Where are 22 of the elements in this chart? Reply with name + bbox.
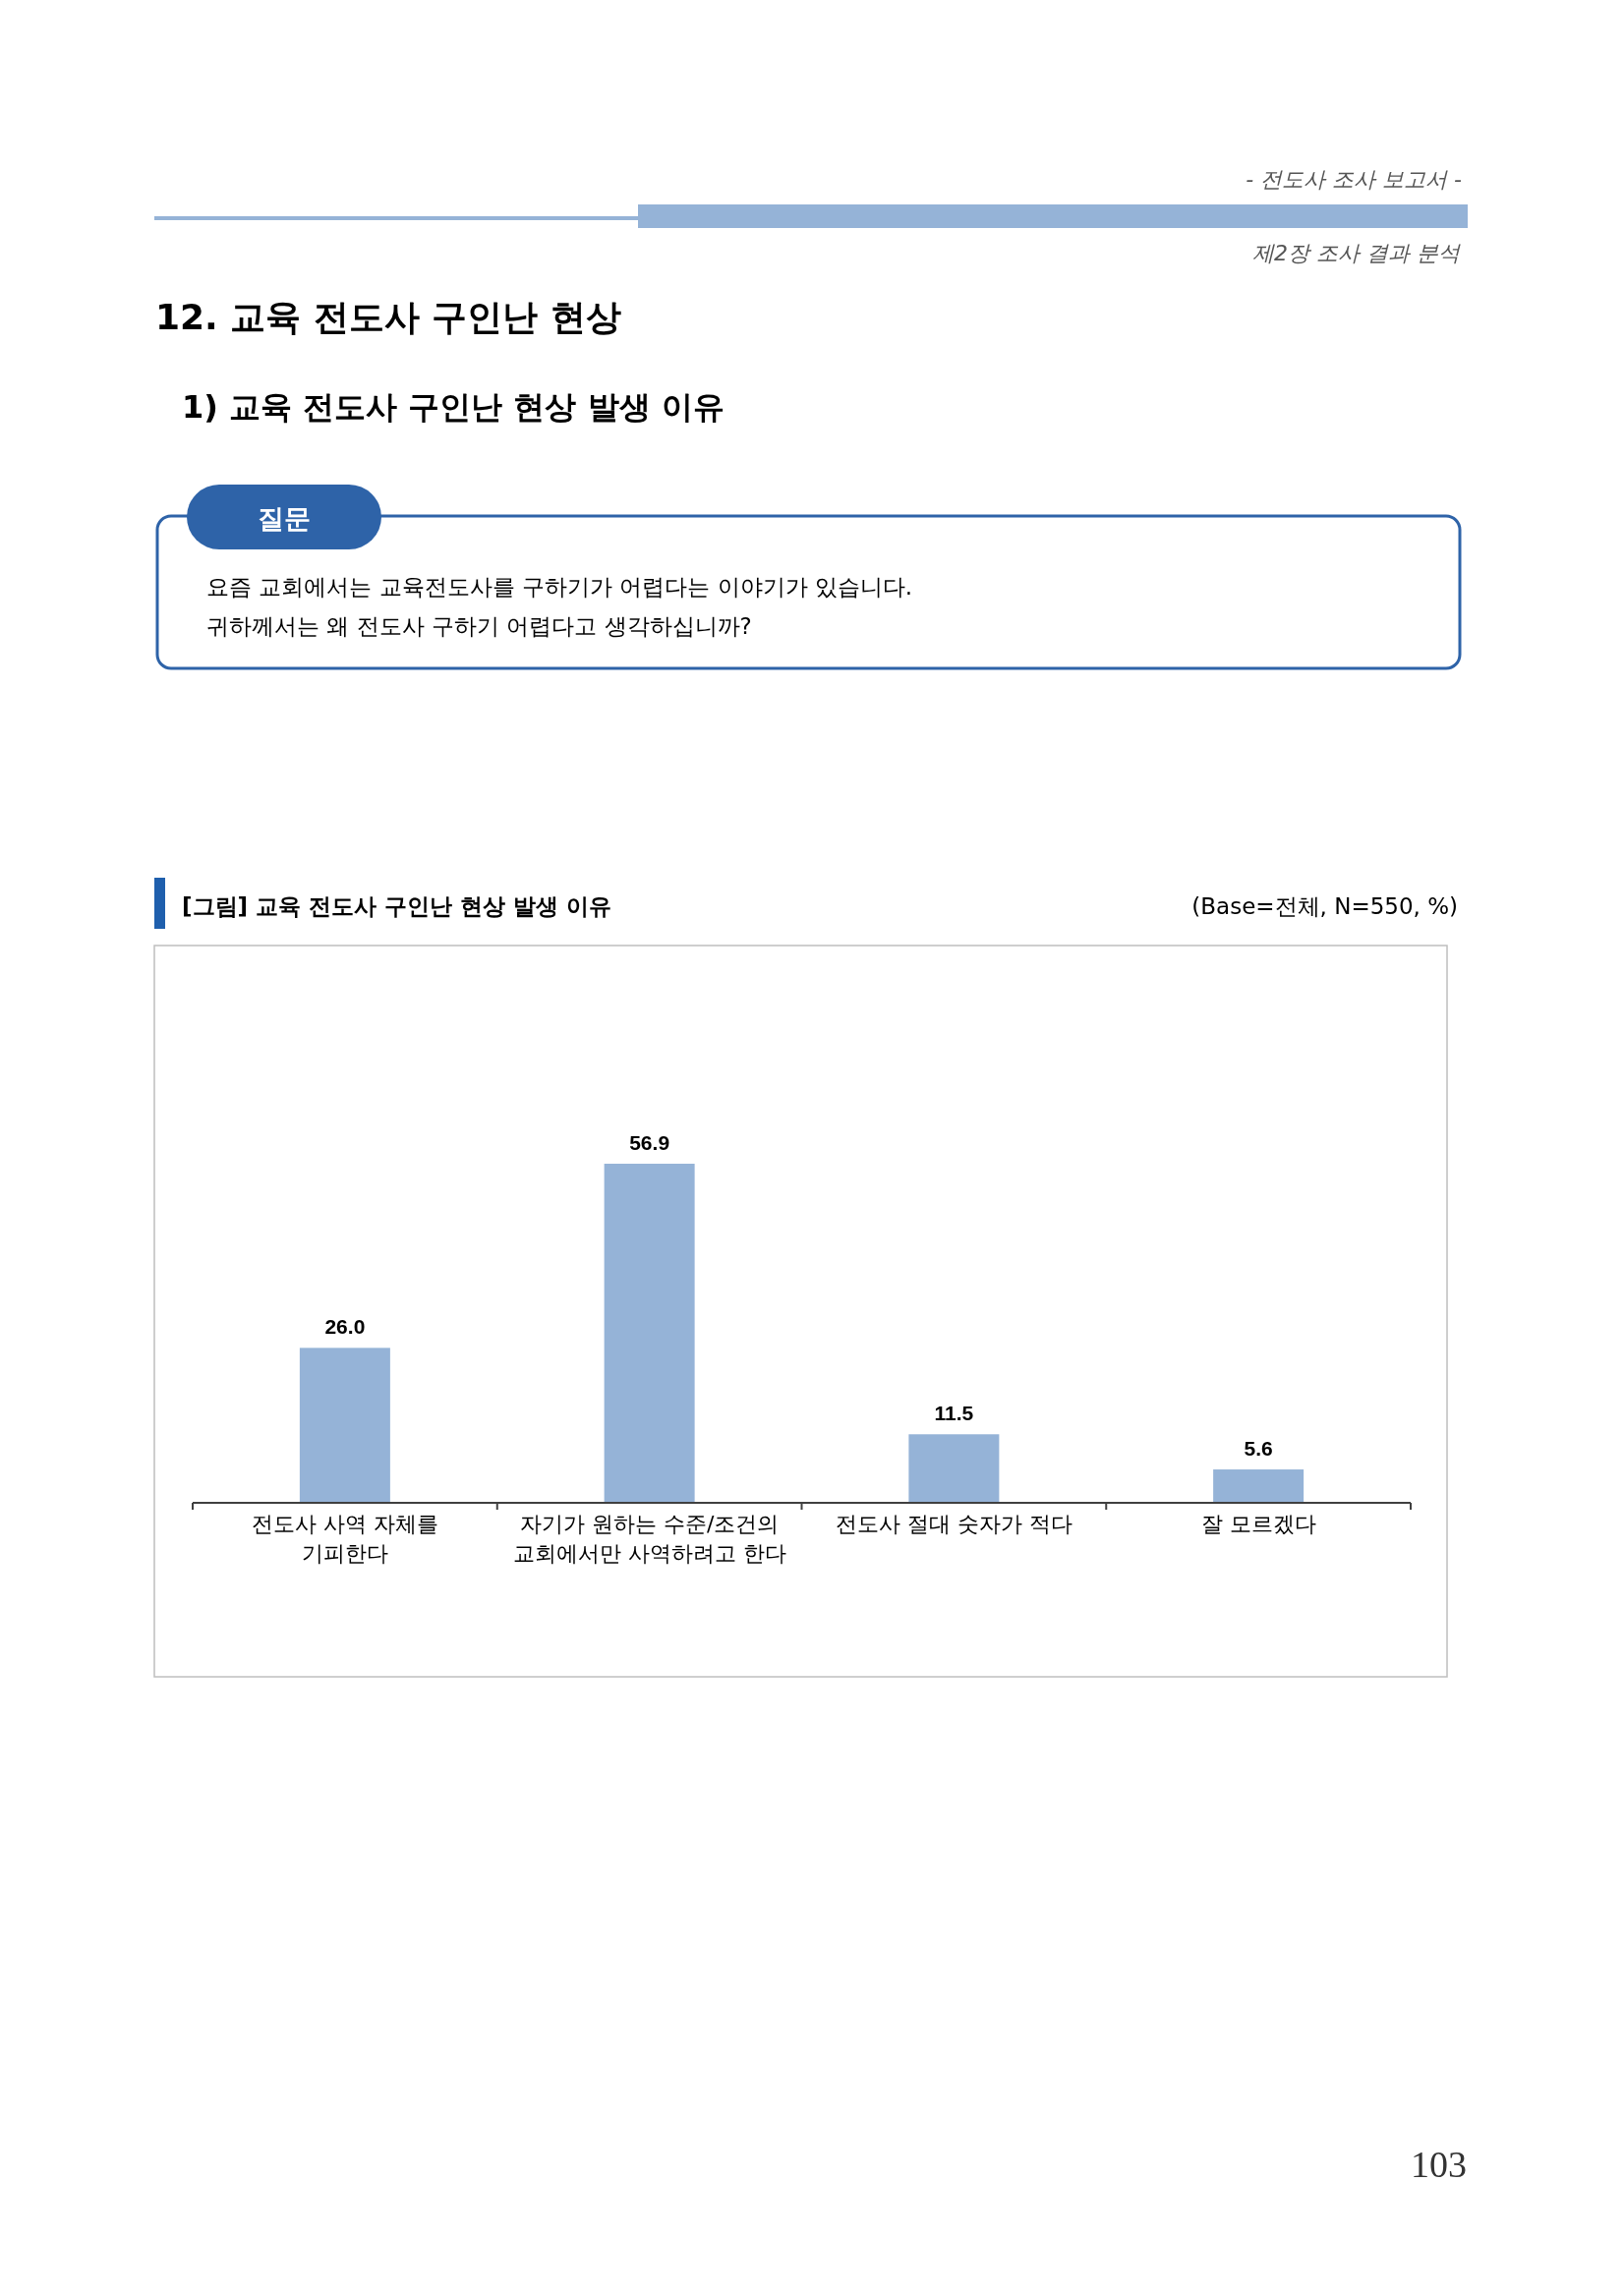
text: 질문: [258, 503, 311, 534]
x-tick-label: 자기가 원하는 수준/조건의 교회에서만 사역하려고 한다: [512, 1512, 786, 1566]
text: 요즘 교회에서는 교육전도사를 구하기가 어렵다는 이야기가 있습니다.: [206, 574, 913, 600]
bar: [908, 1434, 1000, 1503]
text: 103: [1411, 2144, 1467, 2185]
text: 12. 교육 전도사 구인난 현상: [155, 297, 621, 337]
data-label: 26.0: [324, 1315, 366, 1339]
bar: [604, 1164, 695, 1503]
data-label: 5.6: [1244, 1437, 1273, 1461]
data-label: 56.9: [629, 1131, 670, 1154]
data-label: 11.5: [934, 1402, 974, 1425]
bar: [1213, 1469, 1305, 1503]
text: - 전도사 조사 보고서 -: [1246, 167, 1463, 192]
text: 1) 교육 전도사 구인난 현상 발생 이유: [182, 388, 725, 426]
chart-title: [그림] 교육 전도사 구인난 현상 발생 이유: [182, 893, 612, 919]
x-tick-label: 잘 모르겠다: [1200, 1512, 1316, 1536]
chart-subtitle: (Base=전체, N=550, %): [1191, 893, 1458, 919]
x-tick-label: 전도사 절대 숫자가 적다: [835, 1512, 1073, 1536]
x-tick-label: 전도사 사역 자체를 기피한다: [251, 1512, 438, 1566]
text: 귀하께서는 왜 전도사 구하기 어렵다고 생각하십니까?: [206, 613, 752, 639]
text: 제2장 조사 결과 분석: [1252, 241, 1461, 265]
bar: [299, 1348, 390, 1503]
